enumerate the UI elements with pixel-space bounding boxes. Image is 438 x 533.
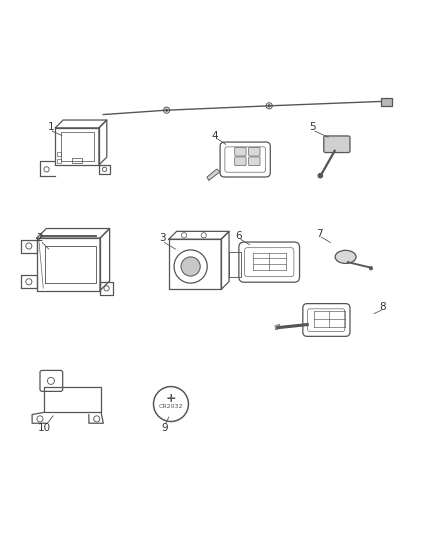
Bar xyxy=(57,152,61,156)
FancyBboxPatch shape xyxy=(249,157,260,166)
FancyBboxPatch shape xyxy=(235,147,246,156)
Text: 3: 3 xyxy=(159,233,166,243)
Circle shape xyxy=(268,104,271,107)
Text: +: + xyxy=(166,392,176,405)
Circle shape xyxy=(266,103,272,109)
Text: 5: 5 xyxy=(310,122,316,132)
Polygon shape xyxy=(207,169,220,181)
Text: 10: 10 xyxy=(38,423,51,433)
Text: 7: 7 xyxy=(316,229,323,239)
FancyBboxPatch shape xyxy=(381,98,392,106)
Text: 9: 9 xyxy=(161,423,168,433)
Bar xyxy=(57,159,61,163)
Text: CR2032: CR2032 xyxy=(159,404,183,409)
FancyBboxPatch shape xyxy=(324,136,350,152)
FancyBboxPatch shape xyxy=(235,157,246,166)
Text: 1: 1 xyxy=(48,122,54,132)
Bar xyxy=(72,158,82,163)
Polygon shape xyxy=(275,324,280,330)
Text: 4: 4 xyxy=(211,131,218,141)
Ellipse shape xyxy=(335,251,356,263)
Text: 8: 8 xyxy=(379,302,386,312)
FancyBboxPatch shape xyxy=(249,147,260,156)
Circle shape xyxy=(181,257,200,276)
Circle shape xyxy=(369,266,373,270)
Circle shape xyxy=(165,109,168,111)
Text: 2: 2 xyxy=(37,233,43,243)
Circle shape xyxy=(163,107,170,113)
Text: 6: 6 xyxy=(235,231,242,241)
Circle shape xyxy=(318,174,322,178)
